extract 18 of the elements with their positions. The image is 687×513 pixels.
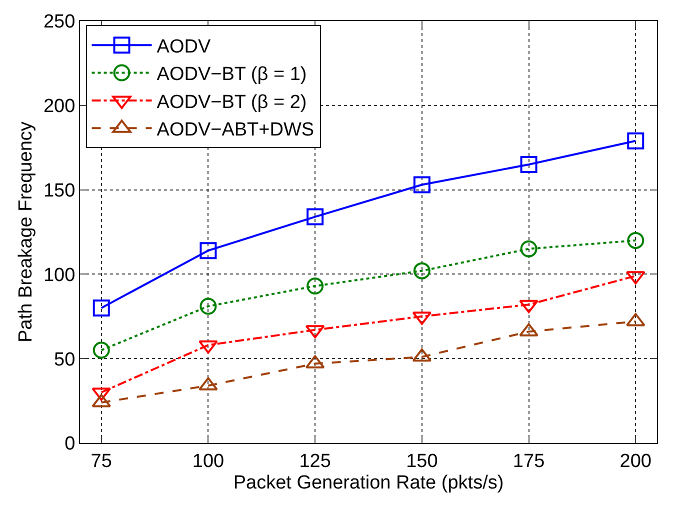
y-tick-label: 250 [43, 12, 76, 33]
y-tick-label: 100 [43, 264, 76, 286]
x-tick-label: 200 [620, 450, 652, 472]
y-tick-label: 50 [54, 349, 76, 370]
legend-label: AODV−BT (β = 2) [156, 92, 307, 113]
legend-label: AODV [156, 36, 211, 58]
legend-label: AODV−BT (β = 1) [156, 64, 307, 86]
y-tick-label: 200 [43, 96, 76, 118]
x-tick-label: 150 [406, 450, 438, 472]
x-tick-label: 100 [192, 450, 224, 472]
y-axis-title: Path Breakage Frequency [15, 121, 36, 342]
x-axis-title: Packet Generation Rate (pkts/s) [233, 472, 504, 494]
x-tick-label: 175 [512, 450, 545, 472]
y-tick-label: 150 [43, 180, 76, 202]
legend-label: AODV−ABT+DWS [156, 120, 314, 141]
x-tick-label: 75 [90, 450, 112, 472]
y-tick-label: 0 [64, 434, 76, 455]
x-tick-label: 125 [299, 450, 331, 472]
